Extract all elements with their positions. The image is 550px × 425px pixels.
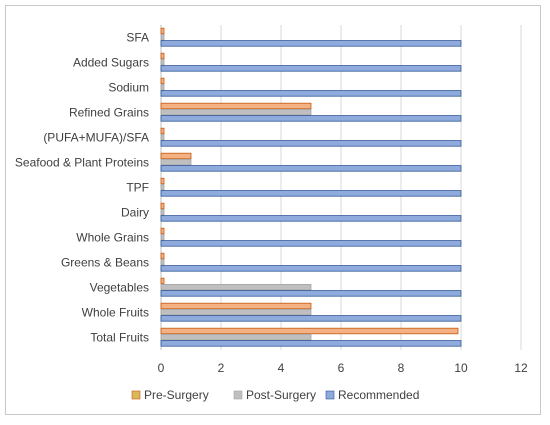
bar-pre-surgery-sfa: [160, 27, 165, 35]
bar-pre-surgery-total-fruits: [160, 327, 459, 335]
bar-pre-surgery-greens-beans: [160, 252, 165, 260]
category-label-whole-fruits: Whole Fruits: [82, 306, 149, 320]
legend-label-pre-surgery: Pre-Surgery: [144, 388, 209, 402]
bar-recommended-sodium: [160, 90, 462, 97]
bar-pre-surgery-whole-grains: [160, 227, 165, 235]
x-tick-label-10: 10: [454, 361, 468, 375]
bar-post-surgery-added-sugars: [160, 59, 165, 66]
bar-pre-surgery-added-sugars: [160, 52, 165, 60]
bar-pre-surgery-tpf: [160, 177, 165, 185]
bar-post-surgery-sodium: [160, 84, 165, 91]
category-label-sfa: SFA: [126, 31, 149, 45]
category-label-added-sugars: Added Sugars: [73, 56, 149, 70]
bar-recommended-dairy: [160, 215, 462, 222]
bar-post-surgery-whole-grains: [160, 233, 165, 241]
bar-pre-surgery-whole-fruits: [160, 302, 312, 310]
bar-recommended-added-sugars: [160, 65, 462, 72]
category-label-refined-grains: Refined Grains: [69, 106, 149, 120]
x-tick-label-2: 2: [218, 361, 225, 375]
bar-post-surgery-tpf: [160, 183, 165, 191]
bar-post-surgery-refined-grains: [160, 109, 312, 116]
legend-swatch-recommended: [325, 390, 335, 400]
bar-pre-surgery-vegetables: [160, 277, 165, 285]
x-tick-label-0: 0: [158, 361, 165, 375]
x-tick-label-4: 4: [278, 361, 285, 375]
x-tick-label-6: 6: [338, 361, 345, 375]
bar-post-surgery-greens-beans: [160, 258, 165, 266]
bar-recommended-refined-grains: [160, 115, 462, 122]
bar-post-surgery-pufa-mufa-sfa: [160, 133, 165, 141]
bar-pre-surgery-sodium: [160, 77, 165, 85]
category-label-dairy: Dairy: [121, 206, 149, 220]
bar-recommended-total-fruits: [160, 340, 462, 347]
bar-recommended-seafood-plant-proteins: [160, 165, 462, 172]
legend-swatch-post-surgery: [233, 390, 243, 400]
bar-recommended-vegetables: [160, 290, 462, 297]
x-tick-label-8: 8: [398, 361, 405, 375]
bar-recommended-whole-grains: [160, 240, 462, 247]
category-label-whole-grains: Whole Grains: [76, 231, 149, 245]
bar-post-surgery-total-fruits: [160, 333, 312, 341]
bar-post-surgery-vegetables: [160, 283, 312, 291]
bar-pre-surgery-pufa-mufa-sfa: [160, 127, 165, 135]
category-label-pufa-mufa-sfa: (PUFA+MUFA)/SFA: [43, 131, 149, 145]
legend-label-post-surgery: Post-Surgery: [246, 388, 316, 402]
category-label-vegetables: Vegetables: [90, 281, 149, 295]
bar-recommended-sfa: [160, 40, 462, 47]
bar-recommended-tpf: [160, 190, 462, 197]
bar-recommended-greens-beans: [160, 265, 462, 272]
bar-post-surgery-sfa: [160, 34, 165, 41]
bar-post-surgery-seafood-plant-proteins: [160, 158, 192, 166]
bar-post-surgery-whole-fruits: [160, 308, 312, 316]
category-label-total-fruits: Total Fruits: [90, 331, 149, 345]
bar-post-surgery-dairy: [160, 208, 165, 216]
category-label-sodium: Sodium: [108, 81, 149, 95]
category-label-seafood-plant-proteins: Seafood & Plant Proteins: [15, 156, 149, 170]
chart-area: [5, 5, 541, 415]
category-label-greens-beans: Greens & Beans: [61, 256, 149, 270]
category-label-tpf: TPF: [126, 181, 149, 195]
legend-label-recommended: Recommended: [338, 388, 419, 402]
bar-pre-surgery-refined-grains: [160, 102, 312, 110]
bar-pre-surgery-dairy: [160, 202, 165, 210]
bar-pre-surgery-seafood-plant-proteins: [160, 152, 192, 160]
bar-recommended-whole-fruits: [160, 315, 462, 322]
bar-recommended-pufa-mufa-sfa: [160, 140, 462, 147]
x-tick-label-12: 12: [514, 361, 528, 375]
legend-swatch-pre-surgery: [131, 390, 141, 400]
